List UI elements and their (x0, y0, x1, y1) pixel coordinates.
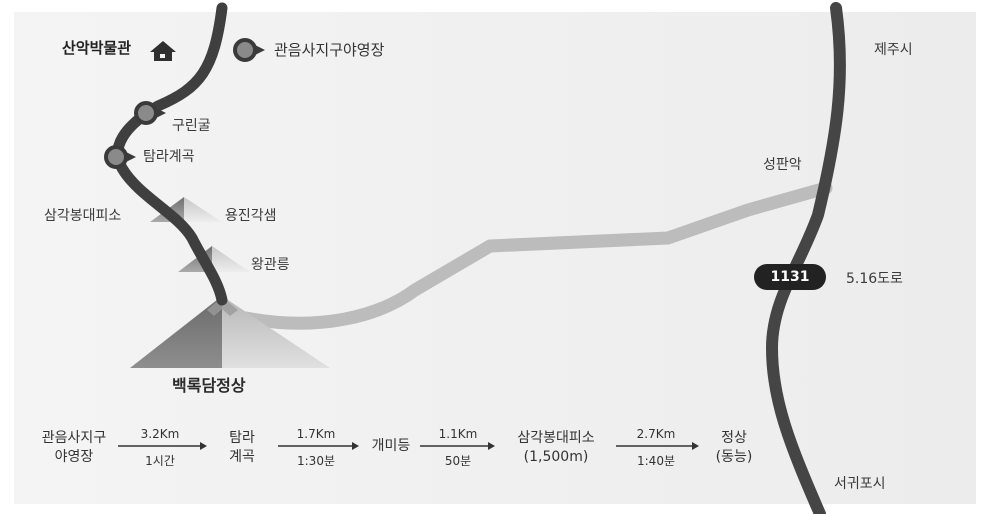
segment-time: 1:40분 (637, 454, 675, 468)
route-stop-line2: (1,500m) (523, 449, 589, 465)
route-stop-line1: 탐라 (229, 430, 255, 446)
route-stop-line1: 개미등 (371, 438, 411, 454)
route-stop: 탐라 계곡 (212, 429, 272, 467)
jeju-city-label: 제주시 (874, 42, 913, 58)
marker-tamra (104, 145, 136, 169)
arrow-right-icon (616, 442, 699, 450)
segment-distance: 2.7Km (636, 427, 676, 441)
route-stop-line2: 야영장 (54, 449, 94, 465)
house-icon (150, 41, 176, 61)
summit-label: 백록담정상 (172, 376, 246, 395)
route-1131-badge: 1131 (754, 264, 826, 290)
segment-distance: 1.7Km (296, 427, 336, 441)
route-stop-line1: 삼각봉대피소 (517, 430, 595, 446)
gwaneumsa-trail (112, 2, 228, 306)
arrow-right-icon (278, 442, 359, 450)
route-stop-line1: 정상 (721, 430, 747, 446)
samgak-shelter-label: 삼각봉대피소 (44, 208, 122, 224)
seongpanak-label: 성판악 (763, 157, 802, 173)
tamra-valley-label: 탐라계곡 (143, 149, 195, 165)
map-pin-icon (233, 38, 265, 62)
segment-distance: 1.1Km (438, 427, 478, 441)
wanggwan-label: 왕관릉 (251, 257, 290, 273)
segment-time: 50분 (444, 454, 472, 468)
segment-distance: 3.2Km (140, 427, 180, 441)
arrow-right-icon (420, 442, 495, 450)
route-stop-line2: 계곡 (229, 449, 255, 465)
route-stop: 삼각봉대피소 (1,500m) (500, 429, 612, 467)
road-516-label: 5.16도로 (846, 271, 903, 287)
arrow-right-icon (118, 442, 207, 450)
map-right-margin (976, 0, 994, 514)
route-stop: 정상 (동능) (702, 429, 766, 467)
museum-label: 산악박물관 (62, 39, 132, 57)
seogwipo-label: 서귀포시 (834, 476, 886, 492)
route-stop: 개미등 (362, 437, 420, 456)
route-stop-line1: 관음사지구 (41, 430, 107, 446)
route-arrows (118, 442, 699, 450)
route-stop: 관음사지구 야영장 (30, 429, 118, 467)
campground-label: 관음사지구야영장 (274, 41, 385, 59)
route-stop-line2: (동능) (715, 449, 753, 465)
segment-time: 1:30분 (297, 454, 335, 468)
segment-time: 1시간 (145, 454, 175, 468)
marker-gurin (134, 101, 166, 125)
yongjin-label: 용진각샘 (225, 208, 277, 224)
summit-mountain-icon (130, 296, 330, 368)
seongpanak-road (239, 181, 833, 330)
gurin-cave-label: 구린굴 (172, 118, 211, 134)
